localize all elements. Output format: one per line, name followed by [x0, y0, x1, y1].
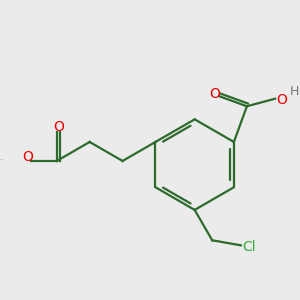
Text: O: O	[276, 93, 287, 107]
Text: H: H	[290, 85, 299, 98]
Text: O: O	[22, 150, 33, 164]
Text: Cl: Cl	[242, 240, 256, 254]
Text: O: O	[210, 87, 220, 101]
Text: O: O	[53, 120, 64, 134]
Text: methoxy: methoxy	[0, 159, 4, 160]
